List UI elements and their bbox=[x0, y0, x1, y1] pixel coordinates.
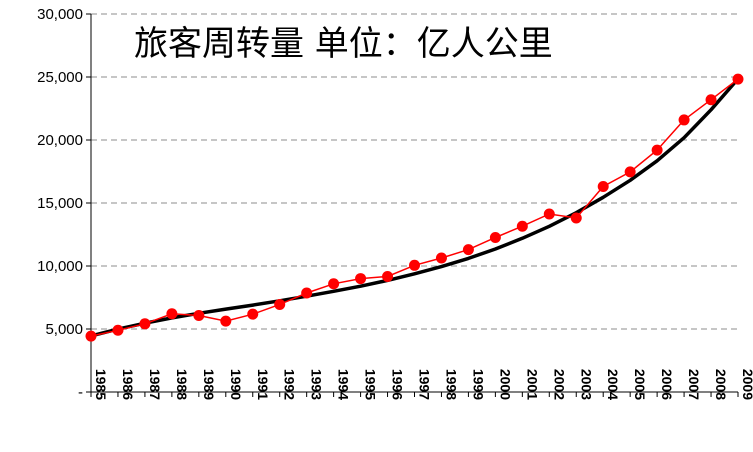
axes bbox=[86, 13, 739, 397]
data-point bbox=[274, 298, 286, 310]
data-point bbox=[112, 324, 124, 336]
data-point bbox=[301, 287, 313, 299]
x-tick-label: 1992 bbox=[282, 369, 298, 400]
data-point bbox=[462, 244, 474, 256]
x-tick-label: 2004 bbox=[605, 369, 621, 400]
x-tick-labels: 1985 1986 1987 1988 1989 1990 1991 1992 1993 1994… bbox=[93, 369, 753, 400]
x-tick-label: 1987 bbox=[147, 369, 163, 400]
data-point bbox=[382, 271, 394, 283]
data-point bbox=[435, 252, 447, 264]
data-point bbox=[732, 73, 744, 85]
data-point bbox=[489, 232, 501, 244]
x-tick-label: 1985 bbox=[93, 369, 109, 400]
x-tick-label: 1998 bbox=[443, 369, 459, 400]
x-tick-label: 2001 bbox=[524, 369, 540, 400]
x-tick-label: 1991 bbox=[255, 369, 271, 400]
data-point bbox=[705, 94, 717, 106]
y-tick-label: 15,000 bbox=[37, 195, 83, 212]
x-tick-label: 1990 bbox=[228, 369, 244, 400]
data-point bbox=[193, 309, 205, 321]
y-tick-label: 5,000 bbox=[45, 321, 83, 338]
x-tick-label: 2008 bbox=[713, 369, 729, 400]
data-point bbox=[139, 318, 151, 330]
x-tick-label: 1996 bbox=[390, 369, 406, 400]
data-point bbox=[220, 315, 232, 327]
data-point bbox=[328, 278, 340, 290]
y-tick-label: 20,000 bbox=[37, 132, 83, 149]
y-tick-labels: - 5,000 10,000 15,000 20,000 25,000 30,000 bbox=[37, 6, 83, 401]
x-tick-label: 1999 bbox=[470, 369, 486, 400]
x-tick-label: 1995 bbox=[363, 369, 379, 400]
data-point bbox=[85, 330, 97, 342]
data-point bbox=[624, 166, 636, 178]
x-tick-label: 2009 bbox=[740, 369, 753, 400]
x-tick-label: 1989 bbox=[201, 369, 217, 400]
data-point bbox=[597, 181, 609, 193]
x-tick-label: 2003 bbox=[578, 369, 594, 400]
series bbox=[85, 73, 744, 342]
x-tick-label: 1994 bbox=[336, 369, 352, 400]
x-tick-label: 1997 bbox=[417, 369, 433, 400]
x-tick-label: 2000 bbox=[497, 369, 513, 400]
data-point bbox=[166, 308, 178, 320]
data-point bbox=[355, 273, 367, 285]
data-point bbox=[651, 144, 663, 156]
x-tick-label: 1986 bbox=[120, 369, 136, 400]
data-point bbox=[678, 114, 690, 126]
data-point bbox=[516, 220, 528, 232]
data-point bbox=[570, 212, 582, 224]
y-tick-label: 10,000 bbox=[37, 258, 83, 275]
x-tick-label: 2002 bbox=[551, 369, 567, 400]
data-point bbox=[247, 308, 259, 320]
data-point bbox=[409, 259, 420, 271]
y-tick-label: 30,000 bbox=[37, 6, 83, 23]
x-tick-label: 2005 bbox=[632, 369, 648, 400]
x-tick-label: 1988 bbox=[174, 369, 190, 400]
x-tick-label: 2006 bbox=[659, 369, 675, 400]
x-tick-label: 1993 bbox=[309, 369, 325, 400]
y-tick-label: - bbox=[78, 384, 83, 401]
y-tick-label: 25,000 bbox=[37, 69, 83, 86]
chart-title: 旅客周转量 单位：亿人公里 bbox=[134, 24, 553, 64]
x-tick-label: 2007 bbox=[686, 369, 702, 400]
data-point bbox=[543, 208, 555, 220]
